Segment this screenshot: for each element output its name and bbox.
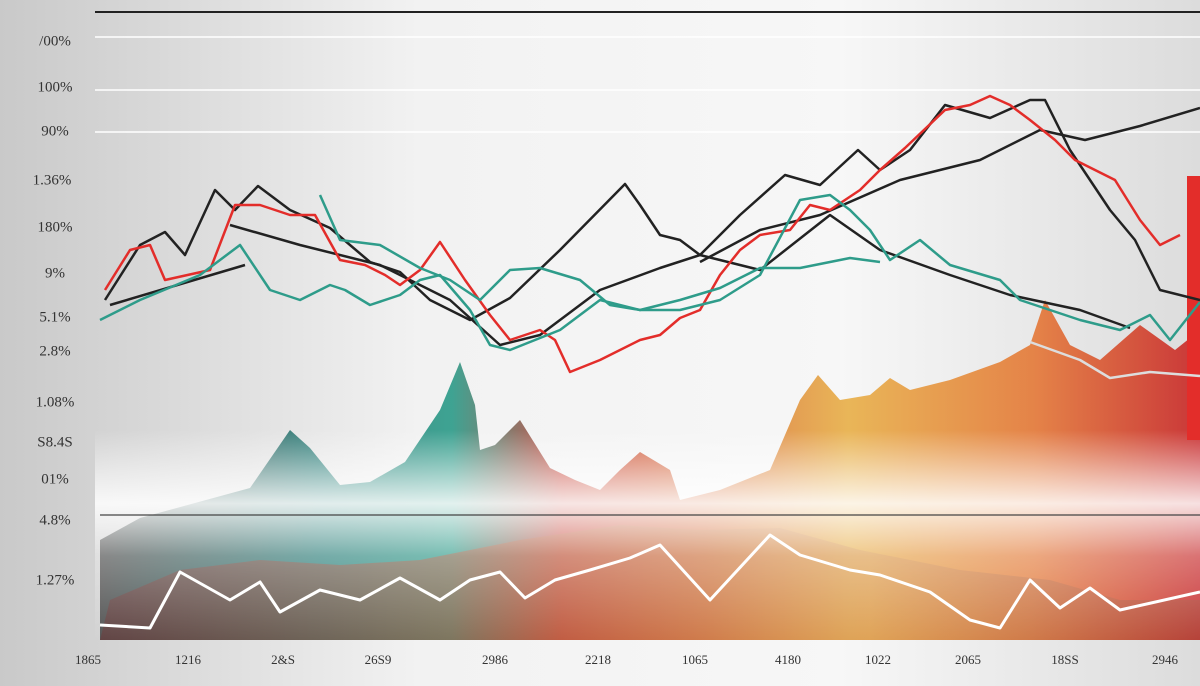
y-label: 5.1%	[39, 309, 70, 325]
y-label: 1.36%	[33, 172, 72, 188]
x-label: 2986	[482, 652, 509, 667]
x-label: 1065	[682, 652, 708, 667]
x-label: 1865	[75, 652, 101, 667]
y-label: 1.27%	[36, 572, 75, 588]
y-label: 100%	[38, 79, 73, 95]
x-label: 26S9	[365, 652, 392, 667]
x-label: 18SS	[1051, 652, 1078, 667]
y-label: 4.8%	[39, 512, 70, 528]
x-label: 1216	[175, 652, 202, 667]
y-label: S8.4S	[37, 434, 72, 450]
fade-band	[95, 430, 1200, 640]
lines	[99, 94, 1200, 630]
y-label: 2.8%	[39, 343, 70, 359]
y-label: 01%	[41, 471, 69, 487]
y-label: 1.08%	[36, 394, 75, 410]
y-labels: /00% 100% 90% 1.36% 180% 9% 5.1% 2.8% 1.…	[33, 33, 75, 588]
x-label: 2946	[1152, 652, 1179, 667]
x-label: 2&S	[271, 652, 295, 667]
x-label: 2065	[955, 652, 981, 667]
red-bar	[1187, 176, 1200, 440]
y-label: 180%	[38, 219, 73, 235]
y-label: 9%	[45, 265, 65, 281]
y-label: /00%	[39, 33, 71, 49]
x-labels: 1865 1216 2&S 26S9 2986 2218 1065 4180 1…	[75, 652, 1179, 667]
x-label: 1022	[865, 652, 891, 667]
y-label: 90%	[41, 123, 69, 139]
grid	[95, 36, 1200, 133]
x-label: 4180	[775, 652, 801, 667]
x-label: 2218	[585, 652, 611, 667]
